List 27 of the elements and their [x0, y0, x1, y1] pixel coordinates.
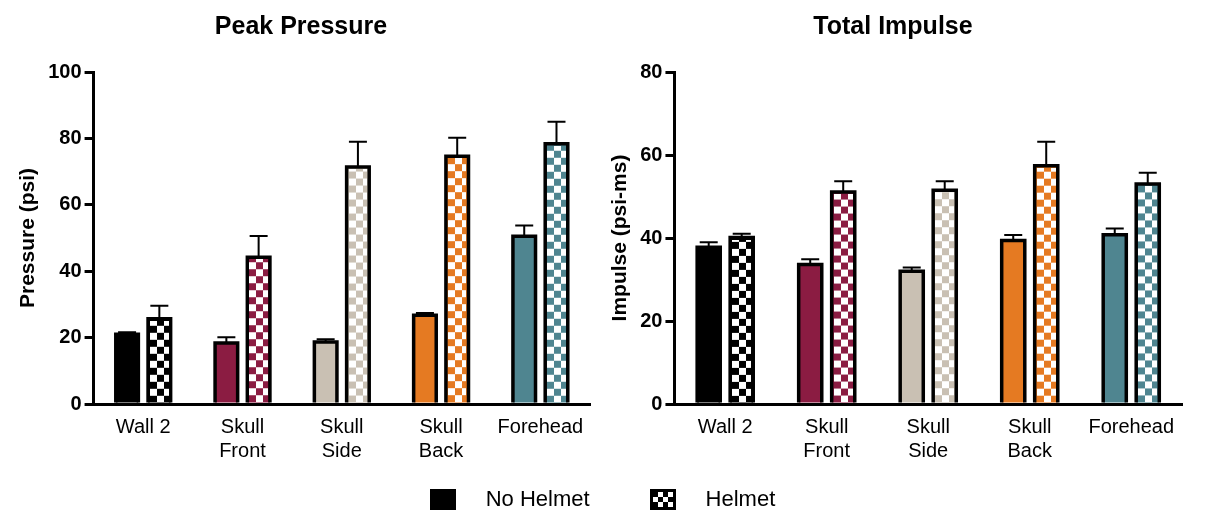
- x-tick-label: Forehead: [1088, 414, 1175, 437]
- x-tick-label: Skull Side: [320, 414, 364, 461]
- chart-title: Total Impulse: [813, 10, 973, 39]
- legend-label: Helmet: [705, 486, 776, 512]
- y-tick-label: 80: [640, 59, 663, 82]
- x-tick-label: Skull Front: [219, 414, 267, 461]
- x-tick-label: Skull Side: [906, 414, 950, 461]
- y-tick-label: 60: [59, 192, 82, 215]
- x-tick-label: Skull Front: [803, 414, 851, 461]
- y-tick-label: 20: [59, 325, 82, 348]
- x-tick-label: Skull Back: [1007, 414, 1053, 461]
- x-tick-label: Wall 2: [697, 414, 753, 437]
- y-tick-label: 60: [640, 142, 663, 165]
- y-tick-label: 20: [640, 308, 663, 331]
- y-tick-label: 100: [48, 59, 82, 82]
- y-tick-label: 40: [640, 225, 663, 248]
- y-tick-label: 80: [59, 125, 82, 148]
- y-axis-title: Pressure (psi): [15, 167, 39, 309]
- legend-label: No Helmet: [485, 486, 590, 512]
- x-tick-label: Skull Back: [418, 414, 465, 461]
- y-tick-label: 40: [59, 258, 82, 281]
- chart-title: Peak Pressure: [214, 10, 388, 39]
- x-tick-label: Wall 2: [115, 414, 171, 437]
- y-tick-label: 0: [70, 391, 82, 414]
- y-axis-title: Impulse (psi-ms): [607, 154, 631, 322]
- y-tick-label: 0: [651, 391, 663, 414]
- x-tick-label: Forehead: [497, 414, 584, 437]
